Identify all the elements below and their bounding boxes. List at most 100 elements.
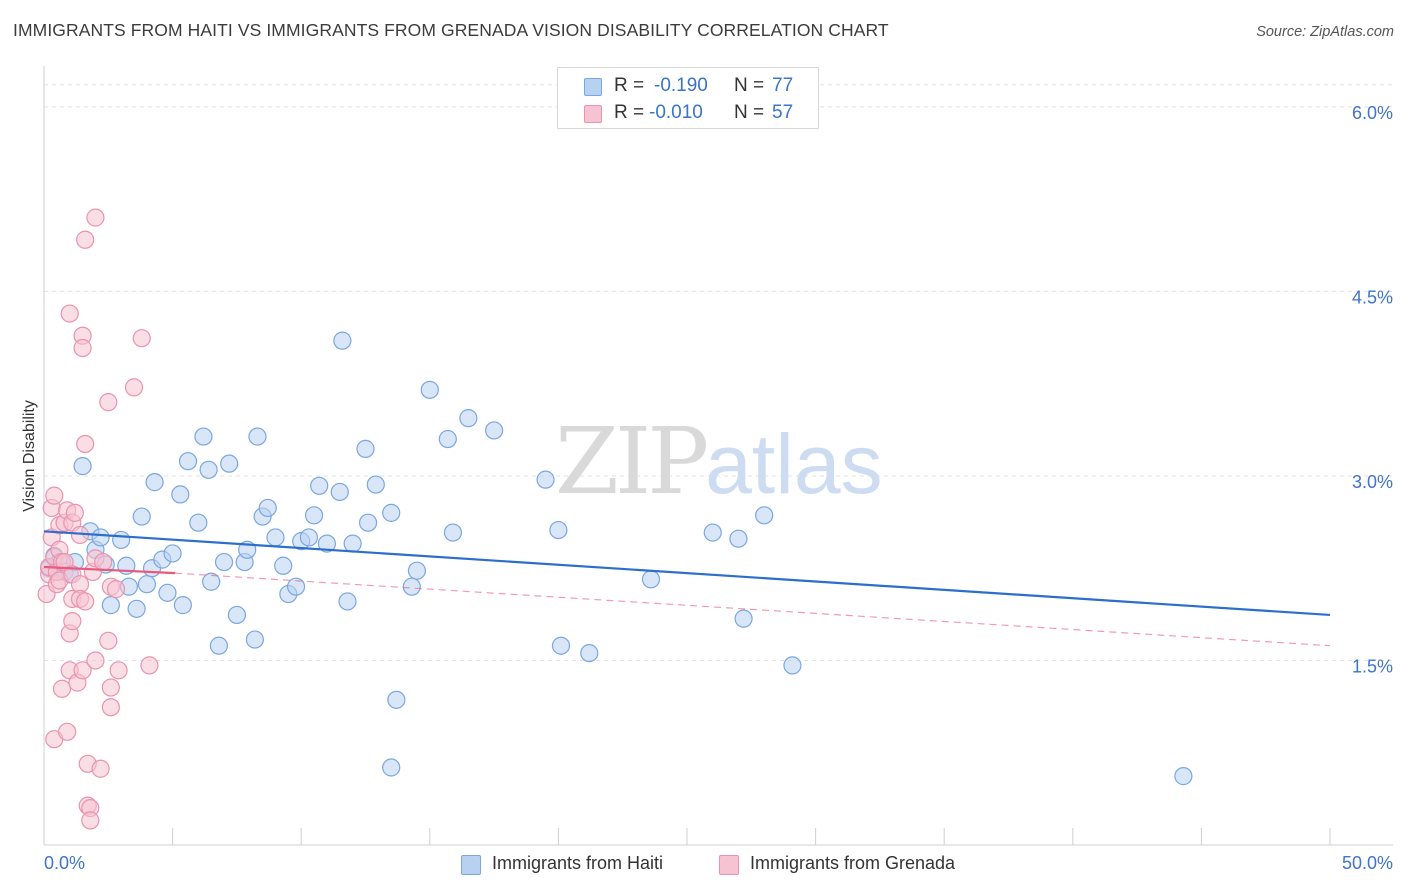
haiti-point-16 bbox=[132, 507, 151, 526]
legend-label-grenada: Immigrants from Grenada bbox=[750, 853, 956, 873]
x-tick-labels: 0.0% 50.0% bbox=[44, 853, 1393, 873]
grenada-point-46 bbox=[99, 631, 118, 650]
haiti-point-32 bbox=[220, 454, 239, 473]
r-label: R = bbox=[614, 75, 645, 96]
grenada-point-13 bbox=[52, 679, 72, 698]
r-value: -0.010 bbox=[649, 102, 703, 123]
r-label: R = bbox=[614, 102, 645, 123]
haiti-point-33 bbox=[227, 605, 246, 625]
haiti-point-65 bbox=[485, 421, 504, 440]
grenada-point-30 bbox=[73, 661, 92, 680]
haiti-point-21 bbox=[158, 583, 177, 602]
grenada-trend-extension bbox=[175, 572, 1331, 647]
haiti-point-57 bbox=[387, 690, 406, 709]
haiti-point-52 bbox=[343, 534, 362, 553]
haiti-point-17 bbox=[137, 575, 156, 594]
grenada-point-23 bbox=[63, 612, 82, 631]
haiti-point-49 bbox=[330, 482, 349, 502]
haiti-point-30 bbox=[209, 636, 228, 655]
r-value: -0.190 bbox=[654, 75, 708, 96]
haiti-point-41 bbox=[274, 556, 293, 575]
y-tick-label-3: 6.0% bbox=[1352, 103, 1393, 123]
grenada-point-26 bbox=[65, 503, 84, 522]
haiti-point-37 bbox=[248, 427, 267, 446]
source-credit: Source: ZipAtlas.com bbox=[1256, 24, 1394, 40]
haiti-point-25 bbox=[178, 452, 198, 471]
haiti-point-75 bbox=[783, 656, 802, 675]
haiti-point-58 bbox=[382, 758, 401, 777]
grenada-points bbox=[37, 208, 159, 830]
chart-title: IMMIGRANTS FROM HAITI VS IMMIGRANTS FROM… bbox=[13, 20, 889, 40]
haiti-point-23 bbox=[171, 485, 190, 504]
grenada-point-45 bbox=[86, 208, 105, 227]
haiti-point-47 bbox=[310, 476, 329, 495]
series-legend: Immigrants from Haiti Immigrants from Gr… bbox=[0, 850, 1406, 878]
haiti-point-51 bbox=[338, 592, 357, 611]
grenada-point-21 bbox=[60, 304, 79, 323]
grenada-point-56 bbox=[140, 656, 159, 675]
x-ticks bbox=[172, 828, 1331, 845]
haiti-point-73 bbox=[734, 609, 753, 628]
haiti-point-12 bbox=[112, 530, 131, 550]
haiti-point-60 bbox=[407, 561, 427, 580]
haiti-point-9 bbox=[91, 528, 110, 547]
haiti-point-48 bbox=[317, 534, 337, 553]
grenada-point-34 bbox=[76, 434, 95, 454]
n-label: N = bbox=[734, 102, 765, 123]
haiti-point-66 bbox=[536, 470, 555, 489]
haiti-point-76 bbox=[1174, 767, 1193, 786]
haiti-point-59 bbox=[402, 577, 421, 596]
n-value: 77 bbox=[772, 75, 794, 96]
haiti-point-39 bbox=[258, 498, 277, 518]
y-axis-label: Vision Disability bbox=[21, 400, 38, 512]
grenada-point-36 bbox=[76, 592, 95, 611]
grenada-swatch bbox=[719, 855, 739, 875]
haiti-point-24 bbox=[173, 596, 192, 615]
haiti-point-70 bbox=[641, 570, 661, 589]
grenada-point-47 bbox=[99, 393, 118, 412]
haiti-point-29 bbox=[202, 572, 221, 591]
grenada-point-35 bbox=[76, 230, 95, 249]
haiti-point-61 bbox=[420, 380, 439, 399]
haiti-points bbox=[40, 331, 1193, 786]
x-tick-label-max: 50.0% bbox=[1342, 853, 1393, 873]
haiti-point-27 bbox=[194, 427, 213, 446]
haiti-point-40 bbox=[266, 528, 285, 547]
haiti-point-68 bbox=[551, 636, 571, 655]
grenada-point-54 bbox=[124, 378, 144, 397]
haiti-point-55 bbox=[366, 475, 385, 494]
y-tick-label-1: 3.0% bbox=[1352, 472, 1393, 492]
grenada-trend-line bbox=[43, 565, 176, 575]
haiti-point-11 bbox=[101, 596, 120, 615]
haiti-point-46 bbox=[304, 506, 324, 525]
grenada-point-49 bbox=[101, 698, 120, 717]
grenada-point-50 bbox=[109, 661, 128, 680]
haiti-point-63 bbox=[443, 523, 463, 542]
correlation-legend: R = -0.190 N = 77 R = -0.010 N = 57 bbox=[557, 67, 819, 129]
legend-row-grenada: R = -0.010 N = 57 bbox=[558, 101, 820, 128]
haiti-point-69 bbox=[580, 643, 599, 663]
trend-lines bbox=[43, 530, 1331, 647]
haiti-point-53 bbox=[356, 439, 375, 458]
grenada-point-52 bbox=[94, 552, 113, 572]
haiti-point-36 bbox=[245, 630, 265, 649]
legend-label-haiti: Immigrants from Haiti bbox=[492, 853, 664, 873]
y-tick-labels: 1.5% 3.0% 4.5% 6.0% bbox=[1352, 103, 1393, 677]
haiti-point-31 bbox=[214, 552, 234, 572]
haiti-point-74 bbox=[755, 506, 774, 525]
haiti-swatch bbox=[461, 855, 481, 875]
grenada-point-6 bbox=[45, 486, 64, 505]
haiti-point-67 bbox=[549, 520, 568, 540]
haiti-point-43 bbox=[286, 577, 306, 596]
n-value: 57 bbox=[772, 102, 794, 123]
grenada-point-44 bbox=[91, 759, 110, 778]
grenada-point-48 bbox=[101, 678, 120, 697]
haiti-point-64 bbox=[459, 409, 478, 428]
haiti-point-22 bbox=[163, 544, 182, 563]
haiti-point-15 bbox=[127, 599, 146, 618]
grenada-point-33 bbox=[73, 338, 92, 358]
haiti-point-26 bbox=[189, 513, 208, 532]
grenada-point-42 bbox=[86, 651, 105, 670]
haiti-point-50 bbox=[333, 331, 352, 350]
